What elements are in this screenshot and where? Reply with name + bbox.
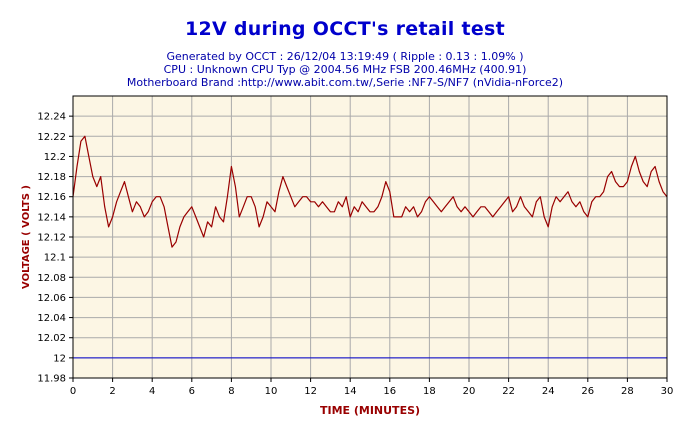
x-tick-label: 8 [228, 386, 234, 397]
x-tick-label: 18 [423, 386, 436, 397]
x-tick-label: 2 [109, 386, 115, 397]
x-tick-label: 14 [344, 386, 357, 397]
y-tick-label: 12.24 [37, 112, 66, 123]
chart-subtitle-cpu: CPU : Unknown CPU Typ @ 2004.56 MHz FSB … [163, 63, 527, 76]
x-tick-label: 0 [70, 386, 76, 397]
y-tick-label: 12.18 [37, 172, 66, 183]
x-tick-label: 10 [265, 386, 278, 397]
x-tick-label: 24 [542, 386, 555, 397]
y-tick-label: 12.16 [37, 192, 66, 203]
chart-subtitle-motherboard: Motherboard Brand :http://www.abit.com.t… [126, 76, 564, 89]
x-tick-label: 4 [149, 386, 155, 397]
x-tick-label: 26 [581, 386, 594, 397]
y-tick-label: 12.2 [44, 152, 66, 163]
x-axis-ticks: 0 2 4 6 8 10 12 14 16 18 20 22 24 26 28 30 [70, 378, 674, 397]
x-tick-label: 20 [463, 386, 476, 397]
x-tick-label: 28 [621, 386, 634, 397]
y-tick-label: 12.12 [37, 233, 66, 244]
x-axis-label: TIME (MINUTES) [320, 404, 420, 417]
y-tick-label: 12.1 [44, 253, 66, 264]
y-tick-label: 12.22 [37, 132, 66, 143]
y-tick-label: 12.06 [37, 293, 66, 304]
y-axis-label: VOLTAGE ( VOLTS ) [21, 185, 32, 289]
y-tick-label: 11.98 [37, 374, 66, 385]
x-tick-label: 6 [189, 386, 195, 397]
y-tick-label: 12.08 [37, 273, 66, 284]
x-tick-label: 30 [661, 386, 674, 397]
y-tick-label: 12.14 [37, 212, 66, 223]
y-tick-label: 12 [53, 353, 66, 364]
chart-subtitle-generated: Generated by OCCT : 26/12/04 13:19:49 ( … [166, 50, 524, 63]
y-axis-ticks: 11.98 12 12.02 12.04 12.06 12.08 12.1 12.12 12.1… [37, 112, 73, 385]
x-tick-label: 22 [502, 386, 515, 397]
x-tick-label: 16 [383, 386, 396, 397]
chart-series [72, 135, 668, 359]
voltage-series-line [72, 135, 668, 248]
y-tick-label: 12.04 [37, 313, 66, 324]
x-tick-label: 12 [304, 386, 317, 397]
y-tick-label: 12.02 [37, 333, 66, 344]
chart-title: 12V during OCCT's retail test [184, 18, 506, 40]
